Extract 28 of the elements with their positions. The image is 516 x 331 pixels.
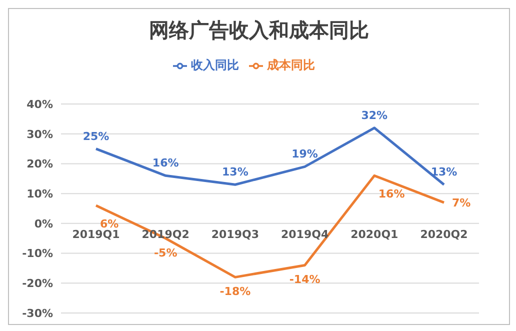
data-label: 16% <box>152 156 179 170</box>
y-tick-label: 30% <box>26 128 53 141</box>
data-label: 19% <box>292 148 318 161</box>
y-tick-label: 20% <box>26 158 53 171</box>
y-tick-label: -20% <box>22 277 53 290</box>
data-label: -14% <box>289 273 320 286</box>
data-label: -5% <box>154 246 178 260</box>
x-tick-label: 2019Q1 <box>72 228 120 242</box>
data-label: -18% <box>220 285 251 298</box>
legend-label: 收入同比 <box>191 58 239 72</box>
data-label: 13% <box>430 166 458 179</box>
y-tick-label: 40% <box>26 98 53 111</box>
y-tick-label: -10% <box>22 247 53 260</box>
x-tick-label: 2020Q1 <box>350 228 398 242</box>
data-label: 6% <box>100 218 119 231</box>
x-tick-label: 2019Q3 <box>211 228 260 242</box>
x-tick-label: 2019Q4 <box>280 228 329 242</box>
chart-title: 网络广告收入和成本同比 <box>148 17 370 44</box>
y-tick-label: -30% <box>22 306 53 320</box>
y-tick-label: 0% <box>34 217 53 230</box>
data-label: 16% <box>378 188 405 201</box>
y-tick-label: 10% <box>26 187 53 200</box>
data-label: 13% <box>222 166 248 179</box>
data-label: 25% <box>82 130 110 143</box>
data-label: 32% <box>361 108 388 122</box>
x-tick-label: 2020Q2 <box>420 228 468 242</box>
data-label: 7% <box>452 196 471 210</box>
legend-label: 成本同比 <box>267 58 315 72</box>
